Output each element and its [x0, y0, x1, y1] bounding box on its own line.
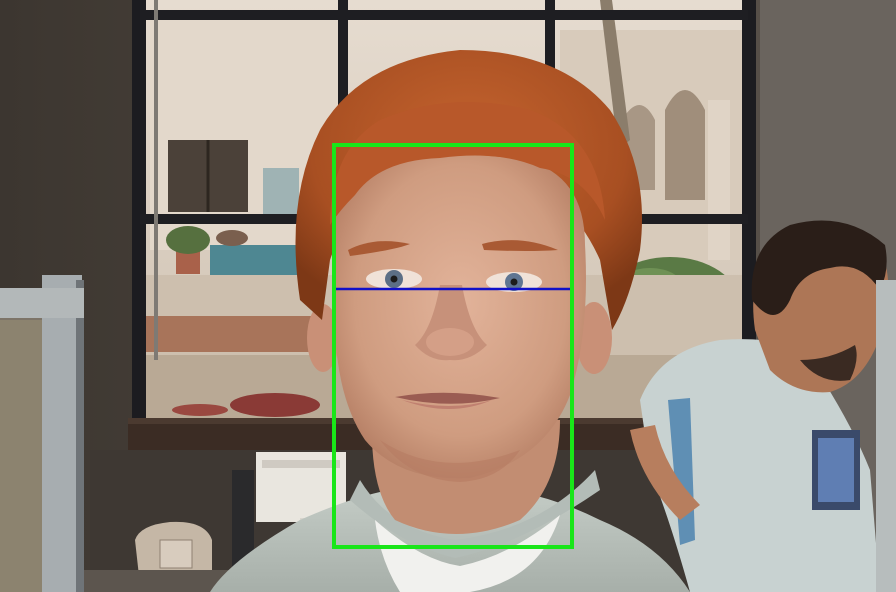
left-ear	[307, 304, 339, 372]
window-frame-left	[132, 0, 146, 432]
hair-fringe	[330, 102, 605, 225]
right-partition	[876, 280, 896, 592]
arch-2	[665, 90, 705, 200]
window-mullion-vertical-1	[338, 0, 348, 140]
planter-leaves-2	[216, 230, 248, 246]
planter-leaves	[166, 226, 210, 254]
partition-fabric	[0, 320, 42, 592]
left-eyebrow	[348, 241, 410, 256]
background-person-hair	[751, 220, 887, 315]
background-person	[630, 220, 896, 592]
subject-person	[210, 50, 690, 592]
flower-bed-2	[172, 404, 228, 416]
right-ear	[576, 302, 612, 374]
laptop-screen	[818, 438, 854, 502]
left-pupil	[390, 275, 398, 283]
background-person-beard	[800, 345, 857, 381]
partition-trim	[42, 275, 82, 592]
tile-niche	[263, 168, 299, 218]
paper-stack-2	[262, 460, 340, 468]
partition-trim-shadow	[76, 280, 84, 592]
fountain-base	[210, 245, 305, 275]
face-bounding-box	[332, 143, 574, 549]
jaw-shadow	[380, 440, 520, 482]
background-person-arm	[630, 425, 700, 520]
nose-tip	[426, 328, 474, 356]
arch-column	[708, 100, 730, 260]
undershirt	[375, 515, 560, 592]
right-eyebrow	[482, 240, 558, 251]
collar	[350, 470, 600, 558]
window-mullion-top	[140, 10, 748, 20]
brick-path	[140, 316, 325, 352]
background-person-shirt	[640, 339, 880, 592]
mouth	[395, 392, 500, 404]
cubicle-partition	[0, 275, 84, 592]
phone-keypad	[159, 539, 193, 569]
window-frame-right	[742, 0, 756, 432]
flower-bed	[230, 393, 320, 417]
tree-trunk	[600, 0, 630, 150]
right-pupil	[510, 278, 518, 286]
monitor-edge	[232, 470, 254, 570]
partition-top	[0, 288, 84, 318]
lower-lip	[402, 400, 492, 409]
